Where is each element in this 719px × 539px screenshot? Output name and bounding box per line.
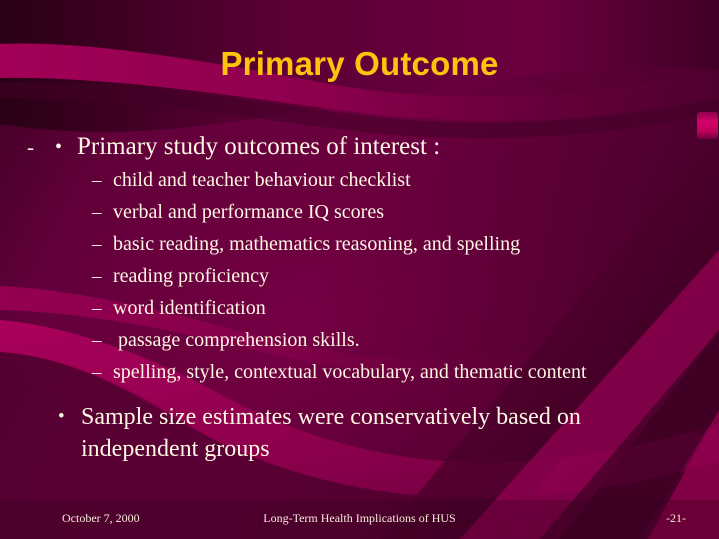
en-dash-icon: –	[92, 298, 102, 319]
en-dash-icon: –	[92, 170, 102, 191]
list-item: – word identification	[0, 293, 719, 324]
footer-presentation-title: Long-Term Health Implications of HUS	[263, 511, 456, 525]
en-dash-icon: –	[92, 330, 102, 351]
sub-bullet-text: passage comprehension skills.	[113, 329, 360, 351]
closing-bullet-text: Sample size estimates were conservativel…	[81, 404, 581, 462]
list-item: – basic reading, mathematics reasoning, …	[0, 229, 719, 260]
list-item: – passage comprehension skills.	[0, 325, 719, 356]
footer-page-number: -21-	[666, 511, 686, 525]
en-dash-icon: –	[92, 234, 102, 255]
sub-bullet-text: verbal and performance IQ scores	[113, 201, 384, 223]
en-dash-icon: –	[92, 202, 102, 223]
slide-body: - • Primary study outcomes of interest :…	[0, 132, 719, 465]
primary-bullet-row: - • Primary study outcomes of interest :	[0, 132, 719, 162]
list-item: – verbal and performance IQ scores	[0, 197, 719, 228]
en-dash-icon: –	[92, 362, 102, 383]
sub-bullet-text: child and teacher behaviour checklist	[113, 169, 411, 191]
sub-bullet-text: word identification	[113, 297, 266, 319]
sub-bullet-text: spelling, style, contextual vocabulary, …	[113, 361, 587, 383]
list-item: – spelling, style, contextual vocabulary…	[0, 357, 719, 388]
page-title: Primary Outcome	[220, 45, 499, 82]
bullet-glyph-icon: •	[55, 136, 63, 158]
closing-bullet-row: • Sample size estimates were conservativ…	[0, 401, 719, 465]
list-item: – child and teacher behaviour checklist	[0, 165, 719, 196]
list-item: – reading proficiency	[0, 261, 719, 292]
en-dash-icon: –	[92, 266, 102, 287]
primary-bullet-text: Primary study outcomes of interest :	[77, 133, 441, 160]
footer-date: October 7, 2000	[62, 511, 140, 525]
sub-bullet-text: basic reading, mathematics reasoning, an…	[113, 233, 521, 255]
sub-bullet-list: – child and teacher behaviour checklist …	[0, 165, 719, 388]
slide-title-container: Primary Outcome	[0, 44, 719, 84]
bullet-glyph-icon: •	[58, 406, 65, 427]
sub-bullet-text: reading proficiency	[113, 265, 270, 287]
slide-footer: October 7, 2000 Long-Term Health Implica…	[0, 508, 719, 528]
stray-dash-marker: -	[27, 135, 34, 159]
